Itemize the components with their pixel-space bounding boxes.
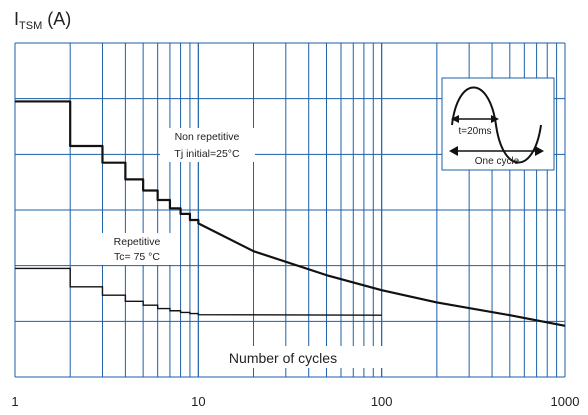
x-tick-label: 10 (191, 394, 205, 409)
grid (14, 42, 566, 378)
x-tick-label: 100 (371, 394, 393, 409)
cycle-label: One cycle (475, 156, 520, 167)
non-repetitive-label-line2: Tj initial=25°C (174, 148, 240, 160)
sine-wave (451, 86, 542, 164)
waveform-inset: t=20ms One cycle (441, 77, 555, 171)
series-layer (15, 100, 566, 327)
xlabel-background (218, 346, 398, 368)
repetitive-label-line1: Repetitive (114, 236, 161, 248)
period-label: t=20ms (458, 126, 491, 137)
cycle-arrow-head-left (449, 146, 458, 156)
x-tick-labels: 1 10 100 1000 (11, 394, 579, 409)
non-repetitive-curve (15, 100, 566, 327)
x-tick-label: 1 (11, 394, 18, 409)
x-axis-title: Number of cycles (229, 350, 337, 366)
repetitive-label-background (97, 233, 177, 265)
non-repetitive-label-background (160, 128, 255, 162)
y-axis-title: ITSM (A) (14, 9, 71, 32)
non-repetitive-label-line1: Non repetitive (175, 131, 240, 143)
repetitive-curve (15, 267, 382, 316)
period-arrow-head-left (451, 115, 459, 123)
cycle-arrow-head-right (535, 146, 544, 156)
x-tick-label: 1000 (551, 394, 580, 409)
period-arrow-head-right (491, 115, 499, 123)
repetitive-label-line2: Tc= 75 °C (114, 251, 160, 263)
